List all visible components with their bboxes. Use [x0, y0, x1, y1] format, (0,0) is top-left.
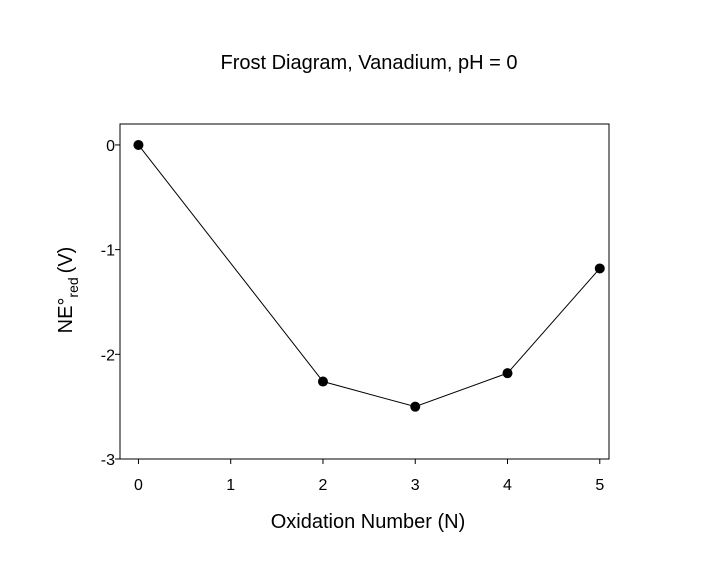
plot-frame [119, 123, 610, 460]
x-axis-label: Oxidation Number (N) [271, 511, 466, 533]
data-point [410, 401, 421, 412]
y-tick-label: -3 [101, 452, 115, 469]
x-tick-label: 4 [503, 477, 512, 494]
y-tick-label: -1 [101, 243, 115, 260]
y-axis-label: NE°red (V) [55, 247, 81, 334]
y-label-main: NE° [55, 298, 77, 334]
y-tick-label: -2 [101, 347, 115, 364]
x-tick-label: 2 [319, 477, 328, 494]
x-tick-label: 5 [595, 477, 604, 494]
data-point [502, 368, 513, 379]
chart-title: Frost Diagram, Vanadium, pH = 0 [221, 52, 518, 74]
y-label-suffix: (V) [55, 247, 77, 274]
y-label-sub: red [65, 277, 81, 297]
x-tick-label: 0 [134, 477, 143, 494]
data-point [133, 139, 144, 150]
data-point [594, 263, 605, 274]
data-point [317, 376, 328, 387]
y-tick-label: 0 [106, 138, 115, 155]
x-tick-label: 1 [226, 477, 235, 494]
x-tick-label: 3 [411, 477, 420, 494]
